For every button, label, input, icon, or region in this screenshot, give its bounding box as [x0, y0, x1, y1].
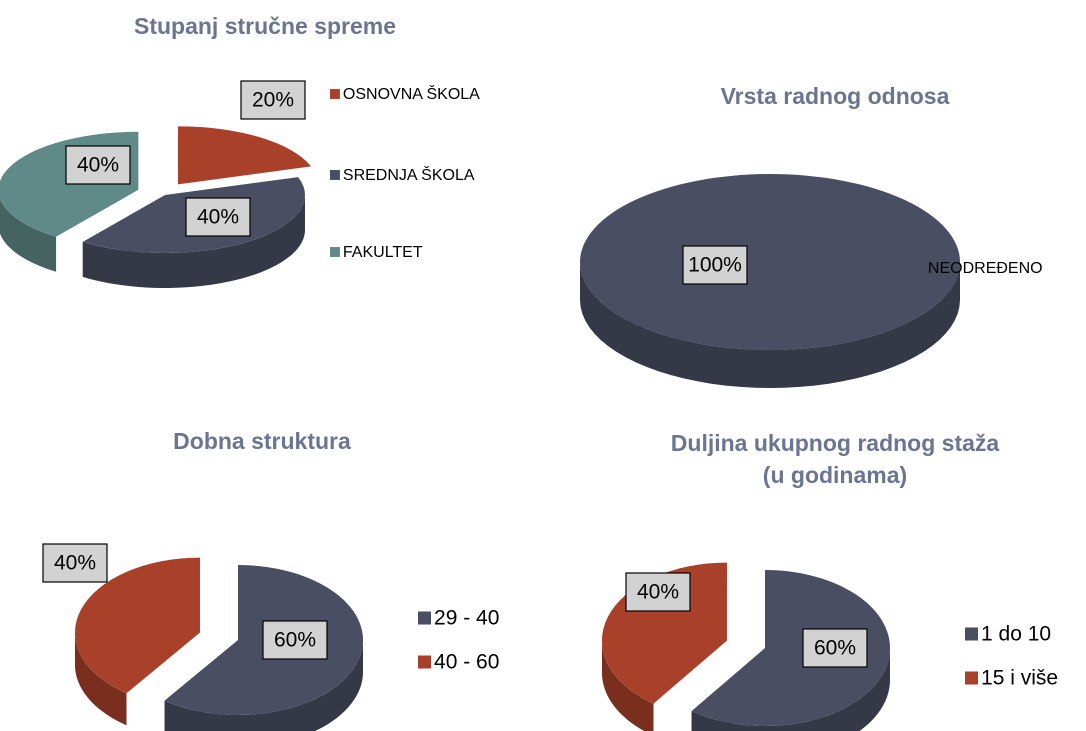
slice-side: [691, 648, 890, 731]
pie-sides: [580, 262, 960, 388]
slice: [177, 126, 312, 185]
legend-swatch: [330, 89, 340, 99]
legend-label: SREDNJA ŠKOLA: [343, 165, 475, 184]
slice-side: [580, 262, 960, 388]
slice-side: [601, 640, 654, 731]
slice-side: [82, 195, 305, 288]
legend-label: 40 - 60: [434, 651, 499, 674]
slice: [691, 570, 890, 727]
legend-label: FAKULTET: [343, 244, 423, 261]
chart-title: Duljina ukupnog radnog staža (u godinama…: [670, 430, 1000, 488]
data-label: 100%: [688, 254, 742, 277]
slice: [74, 557, 200, 694]
chart-title: Vrsta radnog odnosa: [720, 83, 950, 109]
data-label: 40%: [54, 552, 96, 575]
label-box: [65, 145, 131, 185]
data-label: 40%: [637, 581, 679, 604]
legend-swatch: [915, 263, 925, 273]
label-box: [240, 80, 306, 120]
label-box: [262, 620, 328, 660]
data-label: 40%: [197, 206, 239, 229]
legend-label: OSNOVNA ŠKOLA: [343, 84, 480, 103]
slice-side: [0, 198, 57, 272]
legend-swatch: [330, 170, 340, 180]
legend-swatch: [965, 627, 979, 641]
data-label: 40%: [77, 154, 119, 177]
legend-swatch: [965, 671, 979, 685]
label-box: [42, 543, 108, 583]
chart-title: Stupanj stručne spreme: [133, 13, 397, 39]
slice: [580, 174, 960, 350]
pie-tops: [580, 174, 960, 350]
label-box: [802, 628, 868, 668]
legend-swatch: [418, 611, 432, 625]
chart-title: Dobna struktura: [173, 428, 351, 454]
data-label: 60%: [814, 637, 856, 660]
pie-sides: [601, 640, 890, 731]
pie-sides: [74, 632, 363, 731]
legend-swatch: [330, 247, 340, 257]
slice-side: [164, 640, 363, 731]
pie-sides: [0, 195, 305, 288]
legend-label: 15 i više: [981, 667, 1058, 690]
slice-side: [74, 632, 127, 726]
data-label: 20%: [252, 89, 294, 112]
data-label: 60%: [274, 629, 316, 652]
label-box: [682, 245, 748, 285]
legend-swatch: [418, 655, 432, 669]
legend-label: 1 do 10: [981, 623, 1051, 646]
legend-label: 29 - 40: [434, 607, 499, 630]
legend-label: NEODREĐENO: [928, 260, 1043, 277]
label-box: [185, 197, 251, 237]
label-box: [625, 572, 691, 612]
